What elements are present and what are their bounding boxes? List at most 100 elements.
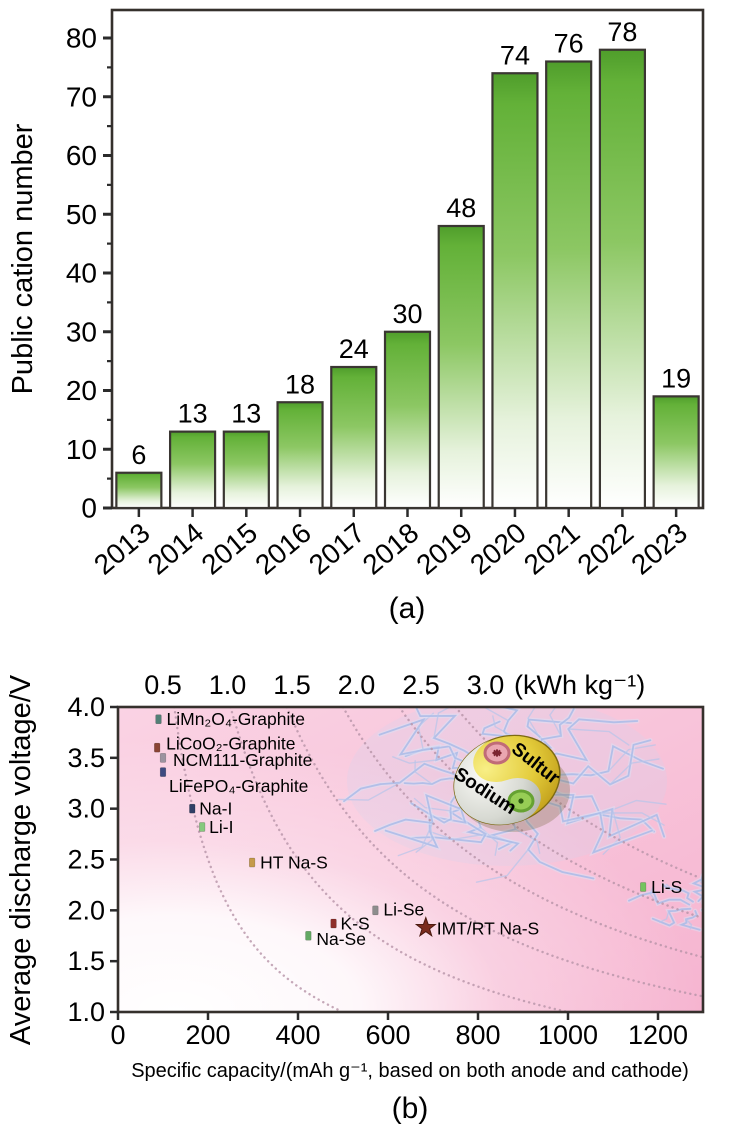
- dendrite-branch: [719, 922, 741, 928]
- point-marker-limn-o-graphite: [155, 714, 162, 725]
- bar-2022: [598, 48, 647, 510]
- a-y-tick-label: 30: [66, 316, 97, 347]
- point-marker-li-se: [372, 905, 379, 916]
- bar-value-label-2020: 74: [500, 40, 530, 70]
- b-background-white-fade: [118, 707, 703, 1012]
- a-x-tick-label-2020: 2020: [464, 517, 532, 581]
- contour-2-kwh-kg: [342, 708, 702, 959]
- b-top-axis-label-2.5: 2.5: [402, 670, 440, 700]
- dendrite-branch: [431, 831, 487, 841]
- bar-value-label-2023: 19: [661, 363, 691, 393]
- bar-chart-panel-a: 0 10 20 30 40 50 60 70 80 6 2013 13 2014 13 2015 18 2016…: [7, 8, 705, 625]
- b-top-axis-label-2.0: 2.0: [338, 670, 376, 700]
- point-label-lifepo-graphite: LiFePO₄-Graphite: [169, 776, 308, 796]
- dendrite-branch: [700, 875, 702, 884]
- contour-1.5-kwh-kg: [285, 708, 702, 998]
- point-marker-ncm111-graphite: [159, 753, 167, 763]
- point-marker-licoo-graphite: [154, 742, 161, 753]
- bar-2016: [276, 401, 324, 510]
- b-y-axis-title: Average discharge voltage/V: [5, 674, 37, 1045]
- a-y-tick-label: 20: [66, 375, 97, 406]
- dendrite-branch: [649, 886, 659, 905]
- bar-value-label-2019: 48: [446, 193, 476, 223]
- b-x-tick-label-800: 800: [455, 1020, 500, 1050]
- bar-value-label-2022: 78: [607, 17, 637, 47]
- dendrite-halo: [699, 907, 702, 913]
- dendrite-branch: [397, 822, 434, 857]
- a-y-tick-label: 40: [66, 258, 97, 289]
- dendrite-halo: [705, 907, 739, 913]
- bar-value-label-2017: 24: [339, 334, 369, 364]
- b-y-tick-label-1.5: 1.5: [67, 946, 105, 976]
- dendrite-branch: [392, 756, 437, 764]
- dendrite-branch: [433, 708, 450, 739]
- contour-2.5-kwh-kg: [398, 708, 702, 919]
- bar-2023: [652, 395, 700, 510]
- dendrite-branch: [414, 760, 433, 785]
- a-y-tick-label: 60: [66, 140, 97, 171]
- point-label-k-s: K-S: [341, 914, 370, 934]
- b-y-tick-label-2.0: 2.0: [67, 895, 105, 925]
- a-x-tick-label-2018: 2018: [357, 517, 425, 581]
- bar-2021: [545, 60, 593, 510]
- b-top-axis-label-1.5: 1.5: [273, 670, 311, 700]
- point-label-na-se: Na-Se: [316, 929, 366, 949]
- point-marker-ht-na-s: [249, 857, 256, 868]
- a-y-axis-title: Public cation number: [7, 123, 39, 394]
- a-x-tick-label-2017: 2017: [303, 517, 371, 581]
- dendrite-branch: [338, 782, 401, 801]
- point-label-ht-na-s: HT Na-S: [260, 853, 328, 873]
- point-marker-li-i: [199, 822, 206, 832]
- icon-sodium-dot-center: [518, 798, 524, 804]
- point-label-limn-o-graphite: LiMn₂O₄-Graphite: [167, 709, 305, 729]
- point-label-na-i: Na-I: [199, 799, 232, 819]
- b-y-tick-label-1.0: 1.0: [67, 997, 105, 1027]
- b-y-tick-label-4.0: 4.0: [67, 692, 105, 722]
- a-x-tick-label-2023: 2023: [625, 517, 693, 581]
- caption-b: (b): [392, 1092, 429, 1125]
- a-x-tick-label-2013: 2013: [88, 517, 156, 581]
- dendrite-branch: [413, 797, 452, 812]
- dendrite-branch: [599, 812, 665, 826]
- point-marker-na-se: [305, 930, 312, 941]
- icon-sulfur-dot-spark: [493, 749, 501, 757]
- point-marker-imt-rt-na-s: [414, 916, 437, 937]
- b-y-tick-label-3.5: 3.5: [67, 743, 105, 773]
- point-label-li-i: Li-I: [209, 817, 233, 837]
- bar-2017: [330, 365, 378, 510]
- dendrite-branch: [607, 744, 656, 772]
- bar-2013: [115, 471, 163, 510]
- b-top-axis-label-3.0: 3.0: [467, 670, 505, 700]
- energy-contour-curves: [173, 708, 702, 1011]
- bar-value-label-2016: 18: [285, 369, 315, 399]
- dendrite-core: [701, 909, 702, 911]
- contour-0.5-kwh-kg: [173, 708, 342, 1011]
- b-top-axis-unit: (kWh kg⁻¹): [514, 670, 645, 700]
- a-y-tick-label: 10: [66, 434, 97, 465]
- a-y-tick-label: 0: [81, 493, 97, 524]
- point-label-li-se: Li-Se: [383, 899, 424, 919]
- caption-a: (a): [389, 592, 426, 625]
- point-label-imt-rt-na-s: IMT/RT Na-S: [437, 919, 539, 939]
- b-x-tick-label-200: 200: [185, 1020, 230, 1050]
- dendrite-branch: [514, 828, 541, 854]
- dendrite-branch: [723, 906, 739, 910]
- bar-2019: [437, 224, 485, 510]
- a-x-tick-label-2015: 2015: [196, 517, 264, 581]
- bar-value-label-2013: 6: [131, 440, 146, 470]
- bar-value-label-2021: 76: [554, 29, 584, 59]
- b-top-axis-label-1.0: 1.0: [209, 670, 247, 700]
- b-x-tick-label-1000: 1000: [538, 1020, 598, 1050]
- a-x-tick-label-2014: 2014: [142, 517, 210, 581]
- bar-value-label-2014: 13: [178, 399, 208, 429]
- point-marker-li-s: [640, 882, 647, 892]
- a-x-tick-label-2019: 2019: [410, 517, 478, 581]
- a-y-tick-label: 50: [66, 199, 97, 230]
- point-marker-na-i: [189, 803, 196, 814]
- dendrite-branch: [730, 882, 739, 897]
- dendrite-branch: [484, 708, 509, 722]
